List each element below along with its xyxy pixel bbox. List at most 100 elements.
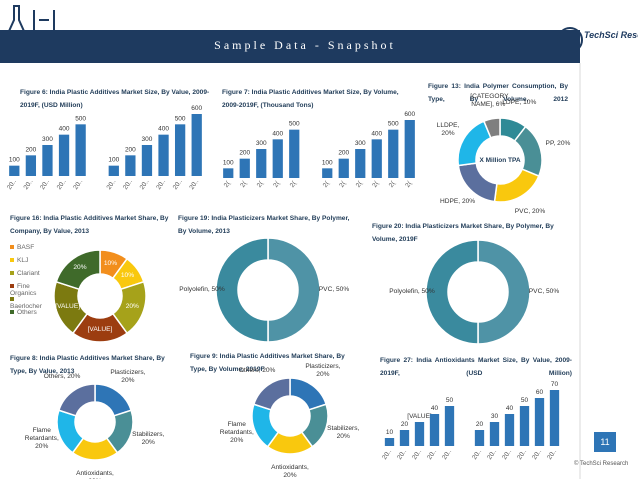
data-label: 200 bbox=[125, 146, 136, 153]
x-tick-label: 20.. bbox=[546, 448, 558, 461]
data-label: 70 bbox=[551, 381, 559, 388]
figure-title: Figure 20: India Plasticizers Market Sha… bbox=[372, 223, 554, 243]
x-tick-label: 2( bbox=[322, 179, 332, 188]
x-tick-label: 2( bbox=[355, 179, 365, 188]
figure-title: Figure 7: India Plastic Additives Market… bbox=[222, 89, 399, 109]
bar bbox=[223, 168, 234, 178]
donut-slice bbox=[482, 117, 501, 139]
bar bbox=[388, 129, 399, 178]
bar bbox=[125, 155, 136, 176]
slice-label: Others, 20% bbox=[238, 366, 276, 374]
figure-title: Figure 9: India Plastic Additives Market… bbox=[190, 353, 345, 373]
slice-label: Polyolefin, 50% bbox=[179, 286, 225, 293]
x-tick-label: 2( bbox=[272, 179, 282, 188]
x-tick-label: 20.. bbox=[441, 448, 453, 461]
data-label: 100 bbox=[108, 157, 119, 164]
slice-label: Stabilizers, 20% bbox=[327, 425, 360, 441]
legend-entry: BASF bbox=[10, 244, 44, 251]
x-tick-label: 2( bbox=[371, 179, 381, 188]
x-tick-label: 20.. bbox=[426, 448, 438, 461]
slice-label: Polyolefin, 50% bbox=[389, 288, 435, 295]
bar bbox=[239, 158, 250, 178]
figure-title: Figure 6: India Plastic Additives Market… bbox=[20, 89, 210, 109]
bar bbox=[108, 165, 119, 176]
x-tick-label: 20.. bbox=[471, 448, 483, 461]
data-label: 30 bbox=[491, 413, 499, 420]
data-label: 500 bbox=[175, 115, 186, 122]
legend-swatch bbox=[10, 297, 14, 302]
donut-slice bbox=[493, 168, 540, 203]
bar bbox=[42, 145, 53, 176]
bar bbox=[534, 398, 545, 446]
figure-title: Figure 27: India Antioxidants Market Siz… bbox=[380, 357, 572, 377]
data-label: 600 bbox=[404, 111, 415, 118]
data-label: 500 bbox=[388, 121, 399, 128]
slice-label: [CATEGORY NAME], 6% bbox=[470, 93, 509, 109]
bar bbox=[141, 145, 153, 176]
bar bbox=[322, 168, 333, 178]
donut-slice bbox=[215, 237, 269, 343]
x-tick-label: 20.. bbox=[531, 448, 543, 461]
bar bbox=[355, 149, 366, 178]
bar bbox=[272, 139, 283, 178]
data-label: 400 bbox=[371, 130, 382, 137]
figure-title: Figure 19: India Plasticizers Market Sha… bbox=[178, 215, 350, 235]
donut-slice bbox=[425, 239, 479, 345]
slice-label: LLDPE, 20% bbox=[436, 122, 460, 137]
right-logo: TechSci Research bbox=[557, 27, 638, 53]
slice-label: 10% bbox=[103, 259, 118, 267]
footer: © TechSci Research bbox=[574, 461, 629, 467]
data-label: 300 bbox=[355, 140, 366, 147]
figure-title: Figure 16: India Plastic Additives Marke… bbox=[10, 215, 169, 235]
data-label: 200 bbox=[25, 146, 36, 153]
slice-label: Antioxidants, 20% bbox=[76, 470, 114, 479]
left-logo bbox=[3, 5, 55, 42]
figure-title: Figure 8: India Plastic Additives Market… bbox=[10, 355, 165, 375]
legend-entry: Baerlocher bbox=[10, 296, 44, 310]
x-tick-label: 20.. bbox=[516, 448, 528, 461]
data-label: 100 bbox=[322, 159, 333, 166]
donut-slice bbox=[57, 383, 96, 417]
x-tick-label: 20.. bbox=[23, 178, 35, 191]
slice-label: Others, 20% bbox=[43, 372, 81, 380]
data-label: 100 bbox=[9, 157, 20, 164]
legend-entry: Clariant bbox=[10, 270, 44, 277]
data-label: 50 bbox=[521, 397, 529, 404]
x-tick-label: 2( bbox=[256, 179, 266, 188]
slice-label: [VALUE] bbox=[87, 326, 113, 333]
bar bbox=[25, 155, 37, 176]
bar bbox=[75, 124, 86, 176]
legend-entry: Others bbox=[10, 309, 44, 316]
slice-label: PVC, 20% bbox=[514, 207, 546, 215]
legend-swatch bbox=[10, 284, 14, 289]
data-label: 600 bbox=[191, 105, 202, 112]
bar bbox=[474, 430, 485, 446]
legend-label: BASF bbox=[17, 244, 35, 251]
x-tick-label: 20.. bbox=[72, 178, 84, 191]
bar bbox=[371, 139, 382, 178]
x-tick-label: 20.. bbox=[188, 178, 200, 191]
data-label: 300 bbox=[142, 136, 153, 143]
bar bbox=[504, 414, 515, 446]
data-label: 200 bbox=[239, 150, 250, 157]
bar bbox=[549, 390, 560, 446]
bar bbox=[429, 414, 440, 446]
x-tick-label: 2( bbox=[388, 179, 398, 188]
x-tick-label: 20.. bbox=[501, 448, 513, 461]
bar bbox=[58, 134, 70, 176]
data-label: 400 bbox=[272, 130, 283, 137]
x-tick-label: 20.. bbox=[56, 178, 68, 191]
data-label: 20 bbox=[401, 421, 409, 428]
bar bbox=[256, 149, 267, 178]
legend-swatch bbox=[10, 258, 14, 263]
legend-swatch bbox=[10, 310, 14, 315]
data-label: 10 bbox=[386, 429, 394, 436]
figure-title: Figure 13: India Polymer Consumption, By… bbox=[428, 83, 568, 103]
donut-slice bbox=[55, 249, 101, 291]
data-label: 200 bbox=[338, 150, 349, 157]
bar bbox=[399, 430, 410, 446]
data-label: 40 bbox=[431, 405, 439, 412]
data-label: 100 bbox=[223, 159, 234, 166]
